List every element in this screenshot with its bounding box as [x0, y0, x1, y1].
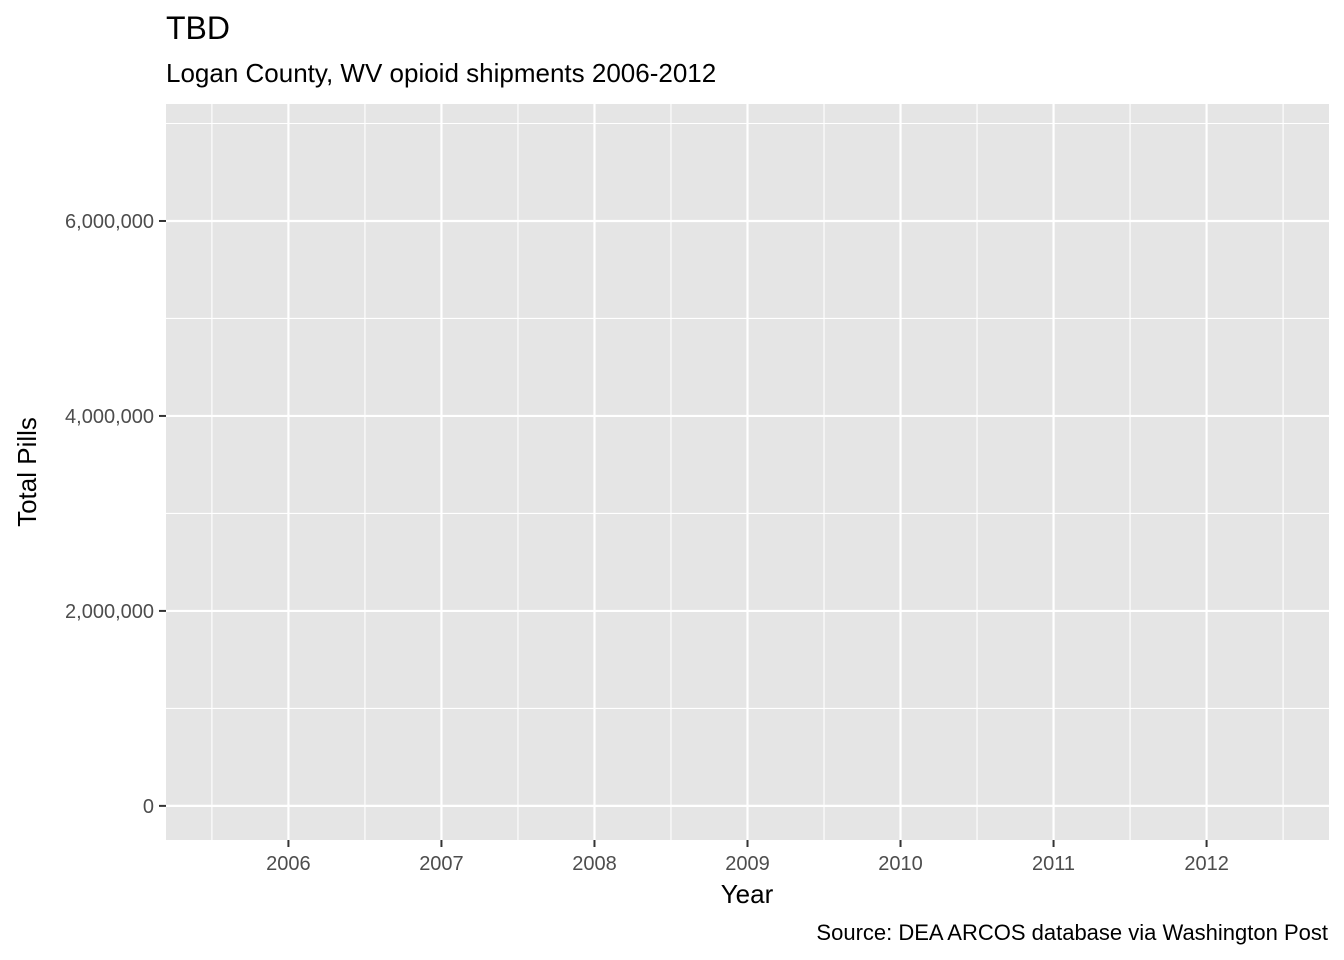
x-tick-label: 2012: [1184, 853, 1229, 875]
chart-caption: Source: DEA ARCOS database via Washingto…: [816, 920, 1328, 945]
x-tick-label: 2008: [572, 853, 617, 875]
chart-title: TBD: [166, 10, 230, 46]
y-tick-label: 6,000,000: [65, 211, 154, 233]
x-axis-title: Year: [721, 879, 774, 909]
x-tick-label: 2010: [878, 853, 923, 875]
y-tick-label: 2,000,000: [65, 601, 154, 623]
chart-subtitle: Logan County, WV opioid shipments 2006-2…: [166, 58, 717, 88]
axis-ticks: [159, 219, 1208, 847]
tick-labels: 2006 2007 2008 2009 2010 2011 2012 0 2,000,000 4,…: [65, 211, 1229, 875]
y-axis-title: Total Pills: [12, 417, 42, 527]
grid-lines: [166, 104, 1329, 840]
x-tick-label: 2011: [1032, 853, 1075, 875]
x-tick-label: 2006: [266, 853, 311, 875]
x-tick-label: 2007: [419, 853, 464, 875]
x-tick-label: 2009: [725, 853, 770, 875]
y-tick-label: 0: [143, 796, 154, 818]
y-tick-label: 4,000,000: [65, 406, 154, 428]
